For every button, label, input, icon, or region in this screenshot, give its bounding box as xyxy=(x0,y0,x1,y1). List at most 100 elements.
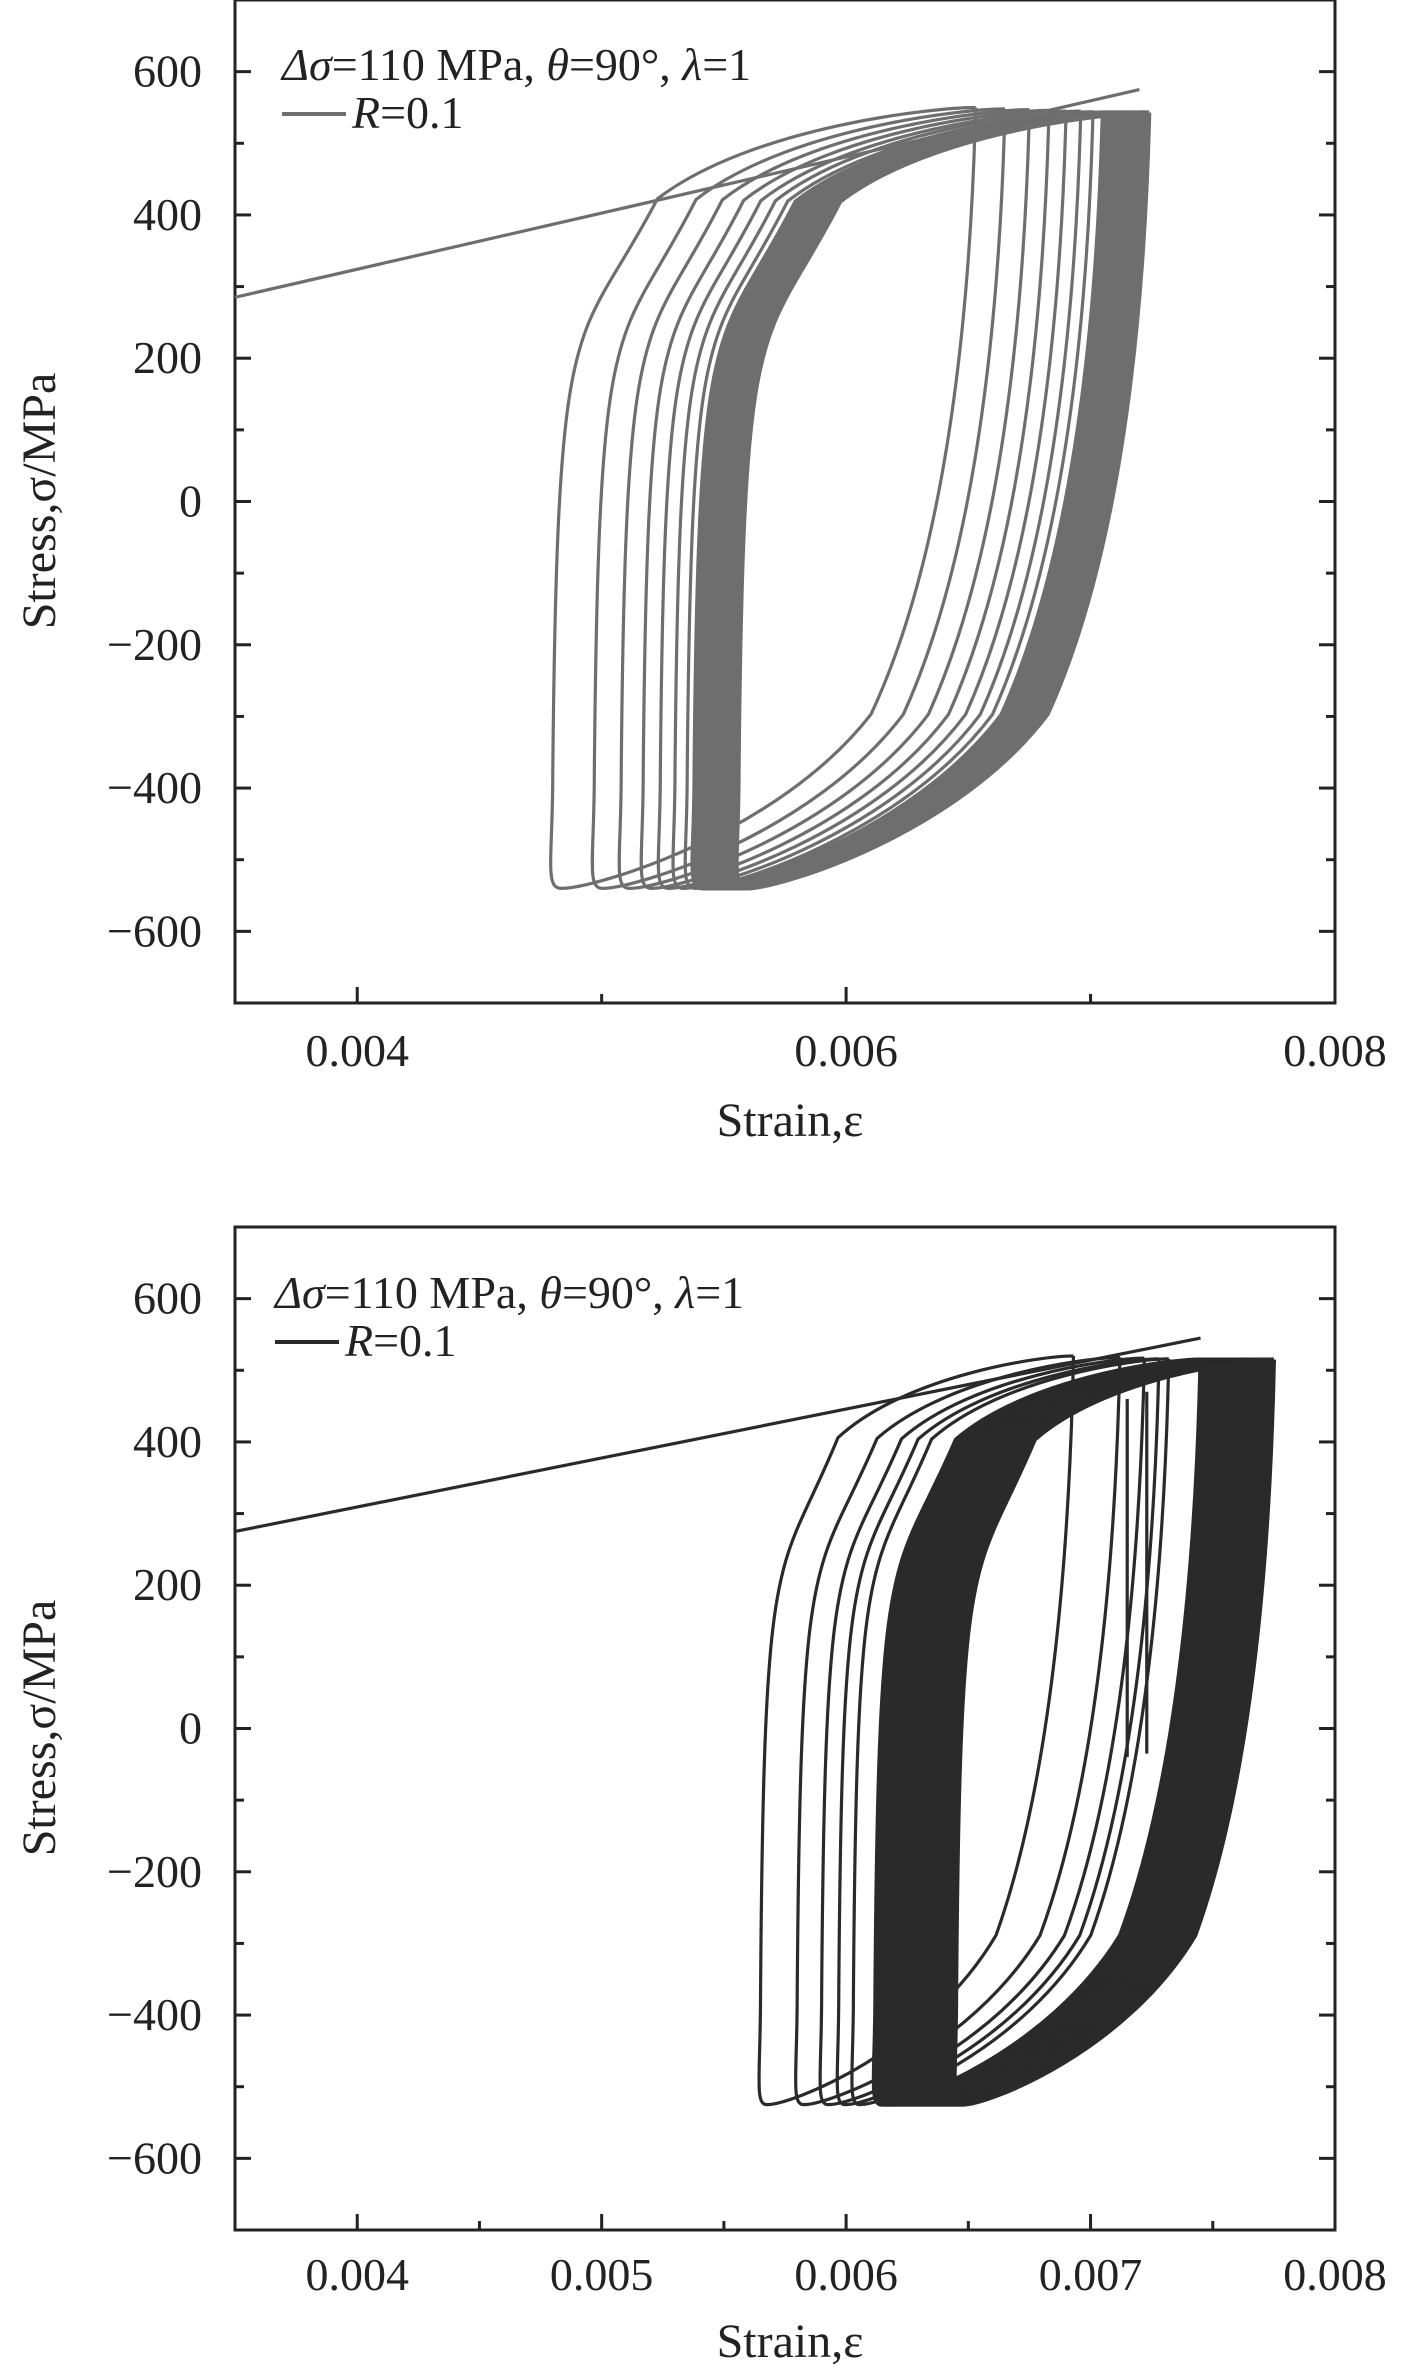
bottom-dense-loop xyxy=(920,1357,1248,2107)
top-y-tick-label: −400 xyxy=(107,762,202,813)
bottom-loading-annotation: Δσ=110 MPa, θ=90°, λ=1 xyxy=(273,1267,744,1318)
top-y-tick-label: 400 xyxy=(133,189,202,240)
bottom-dense-loop xyxy=(952,1357,1276,2107)
bottom-legend-symbol: R xyxy=(344,1315,373,1366)
top-dense-loop xyxy=(690,110,1105,891)
bottom-dense-loop xyxy=(874,1357,1206,2107)
bottom-hysteresis-loop xyxy=(835,1357,1161,2107)
top-ann-loading: =110 MPa, xyxy=(332,39,547,90)
bottom-axis-ticks xyxy=(235,1225,1337,2232)
bottom-ann-delta-sigma: Δσ xyxy=(273,1267,327,1318)
top-hysteresis-loop xyxy=(671,109,1083,890)
top-x-axis-title: Strain,ε xyxy=(717,1094,864,1147)
bottom-dense-loop xyxy=(940,1357,1266,2107)
bottom-dense-loop xyxy=(917,1357,1245,2107)
bottom-hysteresis-loop xyxy=(757,1354,1076,2107)
bottom-ann-loading: =110 MPa, xyxy=(325,1267,540,1318)
bottom-dense-loop xyxy=(909,1357,1237,2107)
top-hysteresis-loop xyxy=(549,105,978,890)
bottom-initial-loading-curve xyxy=(234,1336,1201,1534)
top-x-tick-labels: 0.004 0.006 0.008 xyxy=(305,1025,1386,1076)
bottom-x-tick-label: 0.007 xyxy=(1039,2249,1143,2300)
bottom-dense-loop xyxy=(946,1357,1271,2107)
bottom-hysteresis-loop xyxy=(794,1355,1122,2107)
bottom-ann-theta-value: =90°, xyxy=(562,1267,675,1318)
bottom-dense-loop xyxy=(897,1357,1227,2107)
bottom-x-tick-labels: 0.004 0.005 0.006 0.007 0.008 xyxy=(305,2249,1386,2300)
bottom-dense-loop xyxy=(929,1357,1256,2107)
top-hysteresis-loop xyxy=(590,107,1007,890)
top-x-tick-label: 0.008 xyxy=(1283,1025,1387,1076)
bottom-legend-value: =0.1 xyxy=(373,1315,456,1366)
top-y-tick-labels: 600 400 200 0 −200 −400 −600 xyxy=(107,46,202,957)
bottom-dense-loop xyxy=(923,1357,1250,2107)
bottom-dense-loop xyxy=(889,1357,1219,2107)
bottom-plot-curves xyxy=(234,1336,1276,2107)
bottom-dense-loop xyxy=(886,1357,1216,2107)
top-y-axis-title: Stress,σ/MPa xyxy=(13,373,66,630)
bottom-dense-loop xyxy=(949,1357,1274,2107)
top-dense-loop xyxy=(734,110,1152,891)
bottom-y-tick-label: 600 xyxy=(133,1273,202,1324)
top-ann-theta: θ xyxy=(546,39,569,90)
bottom-y-tick-label: −200 xyxy=(107,1846,202,1897)
top-hysteresis-loop xyxy=(639,108,1051,890)
bottom-panel: 600 400 200 0 −200 −400 −600 0.004 0.005… xyxy=(13,1225,1387,2368)
bottom-dense-loop xyxy=(900,1357,1229,2107)
bottom-hysteresis-loop xyxy=(818,1356,1146,2107)
top-hysteresis-loop xyxy=(683,110,1095,890)
bottom-legend-label: R=0.1 xyxy=(344,1315,457,1366)
bottom-dense-loop xyxy=(877,1357,1208,2107)
top-x-tick-label: 0.004 xyxy=(305,1025,409,1076)
bottom-hysteresis-loop xyxy=(850,1357,1171,2107)
top-ann-lambda-value: =1 xyxy=(702,39,751,90)
top-y-tick-label: 600 xyxy=(133,46,202,97)
bottom-dense-loop xyxy=(932,1357,1258,2107)
bottom-y-axis-title: Stress,σ/MPa xyxy=(13,1600,66,1857)
top-ann-theta-value: =90°, xyxy=(569,39,682,90)
top-hysteresis-loop xyxy=(617,108,1032,890)
bottom-y-tick-label: −400 xyxy=(107,1989,202,2040)
top-y-tick-label: −600 xyxy=(107,905,202,956)
top-y-tick-label: 200 xyxy=(133,332,202,383)
bottom-x-tick-label: 0.008 xyxy=(1283,2249,1387,2300)
bottom-ann-theta: θ xyxy=(539,1267,562,1318)
top-legend-symbol: R xyxy=(351,87,380,138)
bottom-dense-loop xyxy=(894,1357,1224,2107)
top-dense-loop xyxy=(699,110,1115,891)
top-axis-ticks xyxy=(235,0,1337,1005)
bottom-dense-loop xyxy=(903,1357,1232,2107)
bottom-ann-lambda-value: =1 xyxy=(695,1267,744,1318)
bottom-x-tick-label: 0.004 xyxy=(305,2249,409,2300)
top-plot-curves xyxy=(234,87,1152,891)
bottom-x-tick-label: 0.006 xyxy=(794,2249,898,2300)
bottom-dense-loop xyxy=(912,1357,1240,2107)
top-y-tick-label: 0 xyxy=(179,476,202,527)
top-hysteresis-loop xyxy=(656,109,1068,890)
top-y-tick-label: −200 xyxy=(107,619,202,670)
top-x-tick-label: 0.006 xyxy=(794,1025,898,1076)
bottom-dense-loop xyxy=(871,1357,1203,2107)
bottom-dense-loop xyxy=(943,1357,1269,2107)
bottom-dense-loop xyxy=(938,1357,1263,2107)
bottom-y-tick-labels: 600 400 200 0 −200 −400 −600 xyxy=(107,1273,202,2184)
bottom-dense-loop xyxy=(906,1357,1235,2107)
top-panel: 600 400 200 0 −200 −400 −600 0.004 0.006… xyxy=(13,0,1387,1147)
bottom-dense-loop xyxy=(880,1357,1211,2107)
bottom-dense-loop xyxy=(926,1357,1253,2107)
bottom-x-axis-title: Strain,ε xyxy=(717,2315,864,2368)
top-loading-annotation: Δσ=110 MPa, θ=90°, λ=1 xyxy=(280,39,751,90)
top-legend-value: =0.1 xyxy=(380,87,463,138)
bottom-dense-loop xyxy=(891,1357,1221,2107)
bottom-y-tick-label: −600 xyxy=(107,2132,202,2183)
top-legend-label: R=0.1 xyxy=(351,87,464,138)
bottom-ann-lambda: λ xyxy=(673,1267,695,1318)
top-ann-lambda: λ xyxy=(680,39,702,90)
bottom-dense-loop xyxy=(935,1357,1261,2107)
bottom-dense-loop xyxy=(914,1357,1242,2107)
bottom-x-tick-label: 0.005 xyxy=(550,2249,654,2300)
bottom-y-tick-label: 200 xyxy=(133,1559,202,1610)
top-ann-delta-sigma: Δσ xyxy=(280,39,334,90)
bottom-y-tick-label: 400 xyxy=(133,1416,202,1467)
